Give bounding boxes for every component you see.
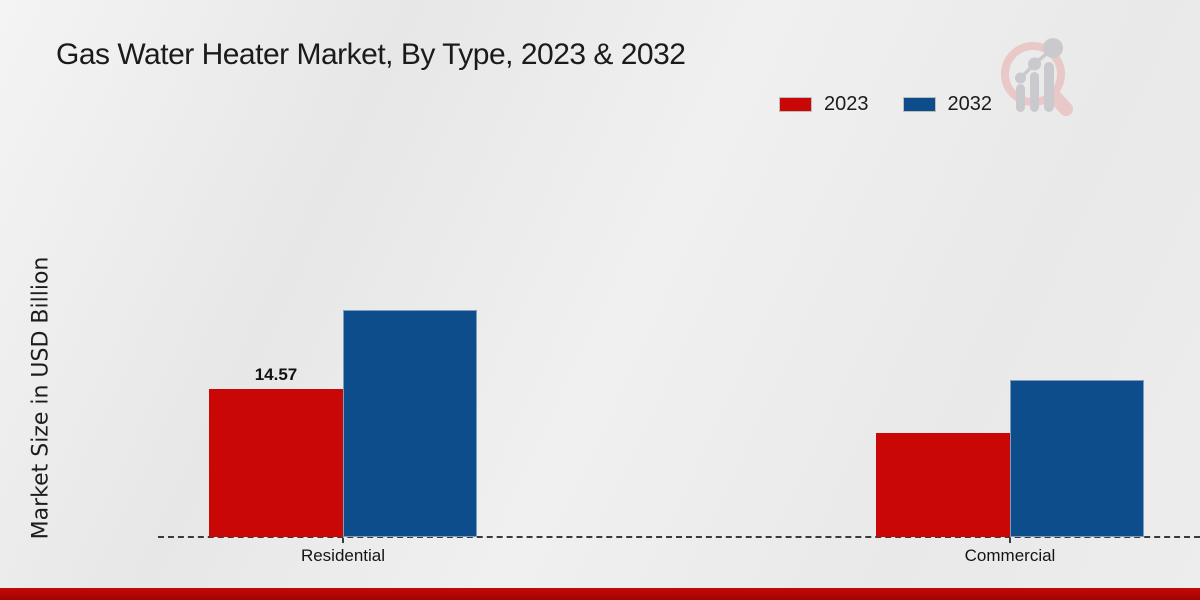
bar-residential-2032 (343, 310, 477, 537)
x-axis-tick (1009, 538, 1011, 543)
footer-accent-bar (0, 588, 1200, 600)
bar-residential-2023 (209, 389, 343, 537)
legend: 2023 2032 (779, 93, 992, 116)
legend-swatch-icon (902, 97, 936, 112)
legend-item-2032: 2032 (902, 93, 993, 116)
x-tick-label-residential: Residential (300, 546, 386, 565)
x-axis-tick (342, 538, 344, 543)
legend-item-2023: 2023 (779, 93, 869, 116)
x-tick-label-commercial: Commercial (964, 546, 1056, 565)
legend-swatch-icon (779, 97, 812, 112)
chart-title: Gas Water Heater Market, By Type, 2023 &… (56, 38, 686, 71)
x-axis-baseline (158, 536, 1200, 538)
magnifier-bar-chart-logo-icon (1001, 38, 1073, 116)
legend-label: 2032 (947, 93, 993, 115)
bar-value-label: 14.57 (254, 365, 298, 384)
bar-commercial-2032 (1010, 380, 1144, 537)
legend-label: 2023 (824, 93, 869, 115)
bar-commercial-2023 (876, 433, 1010, 537)
